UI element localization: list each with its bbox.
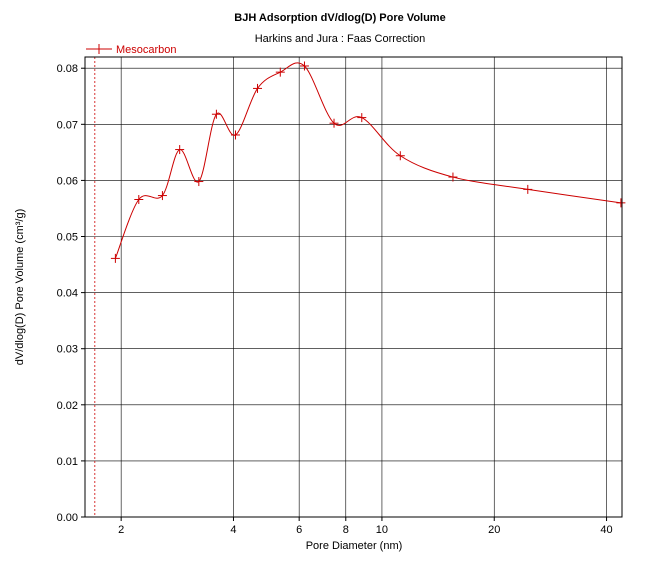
x-axis-ticks: 2 4 6 8 10 20 40	[118, 517, 613, 536]
data-point	[110, 253, 120, 263]
y-tick-label: 0.06	[57, 175, 78, 187]
data-point	[299, 61, 309, 71]
data-point	[230, 130, 240, 140]
x-tick-label: 6	[296, 524, 302, 536]
data-point	[523, 184, 533, 194]
data-point	[194, 177, 204, 187]
series-line	[114, 62, 621, 259]
plot-frame	[84, 56, 623, 518]
legend: Mesocarbon	[86, 44, 177, 56]
y-tick-label: 0.05	[57, 232, 78, 244]
data-point	[157, 191, 167, 201]
data-point	[253, 83, 263, 93]
data-point	[616, 198, 626, 208]
chart-title: BJH Adsorption dV/dlog(D) Pore Volume	[234, 12, 445, 24]
data-point	[275, 67, 285, 77]
y-tick-label: 0.04	[57, 288, 78, 300]
y-tick-label: 0.07	[57, 119, 78, 131]
y-tick-label: 0.08	[57, 63, 78, 75]
data-point	[175, 145, 185, 155]
x-tick-label: 10	[376, 524, 388, 536]
x-axis-label: Pore Diameter (nm)	[306, 540, 403, 552]
legend-marker	[94, 44, 104, 54]
y-tick-label: 0.00	[57, 512, 78, 524]
data-point	[357, 113, 367, 123]
x-tick-label: 8	[343, 524, 349, 536]
data-point	[211, 109, 221, 119]
y-axis-ticks: 0.00 0.01 0.02 0.03 0.04 0.05 0.06 0.07 0.08	[57, 63, 85, 524]
grid	[85, 57, 622, 518]
legend-label: Mesocarbon	[116, 44, 177, 56]
series-layer	[110, 61, 626, 263]
chart-subtitle: Harkins and Jura : Faas Correction	[255, 33, 426, 45]
data-point	[134, 194, 144, 204]
x-tick-label: 2	[118, 524, 124, 536]
x-tick-label: 20	[488, 524, 500, 536]
y-axis-label: dV/dlog(D) Pore Volume (cm³/g)	[14, 209, 26, 366]
data-point	[329, 118, 339, 128]
x-tick-label: 40	[600, 524, 612, 536]
x-tick-label: 4	[230, 524, 236, 536]
y-tick-label: 0.01	[57, 456, 78, 468]
data-point	[448, 172, 458, 182]
y-tick-label: 0.02	[57, 400, 78, 412]
y-tick-label: 0.03	[57, 344, 78, 356]
data-point	[395, 151, 405, 161]
